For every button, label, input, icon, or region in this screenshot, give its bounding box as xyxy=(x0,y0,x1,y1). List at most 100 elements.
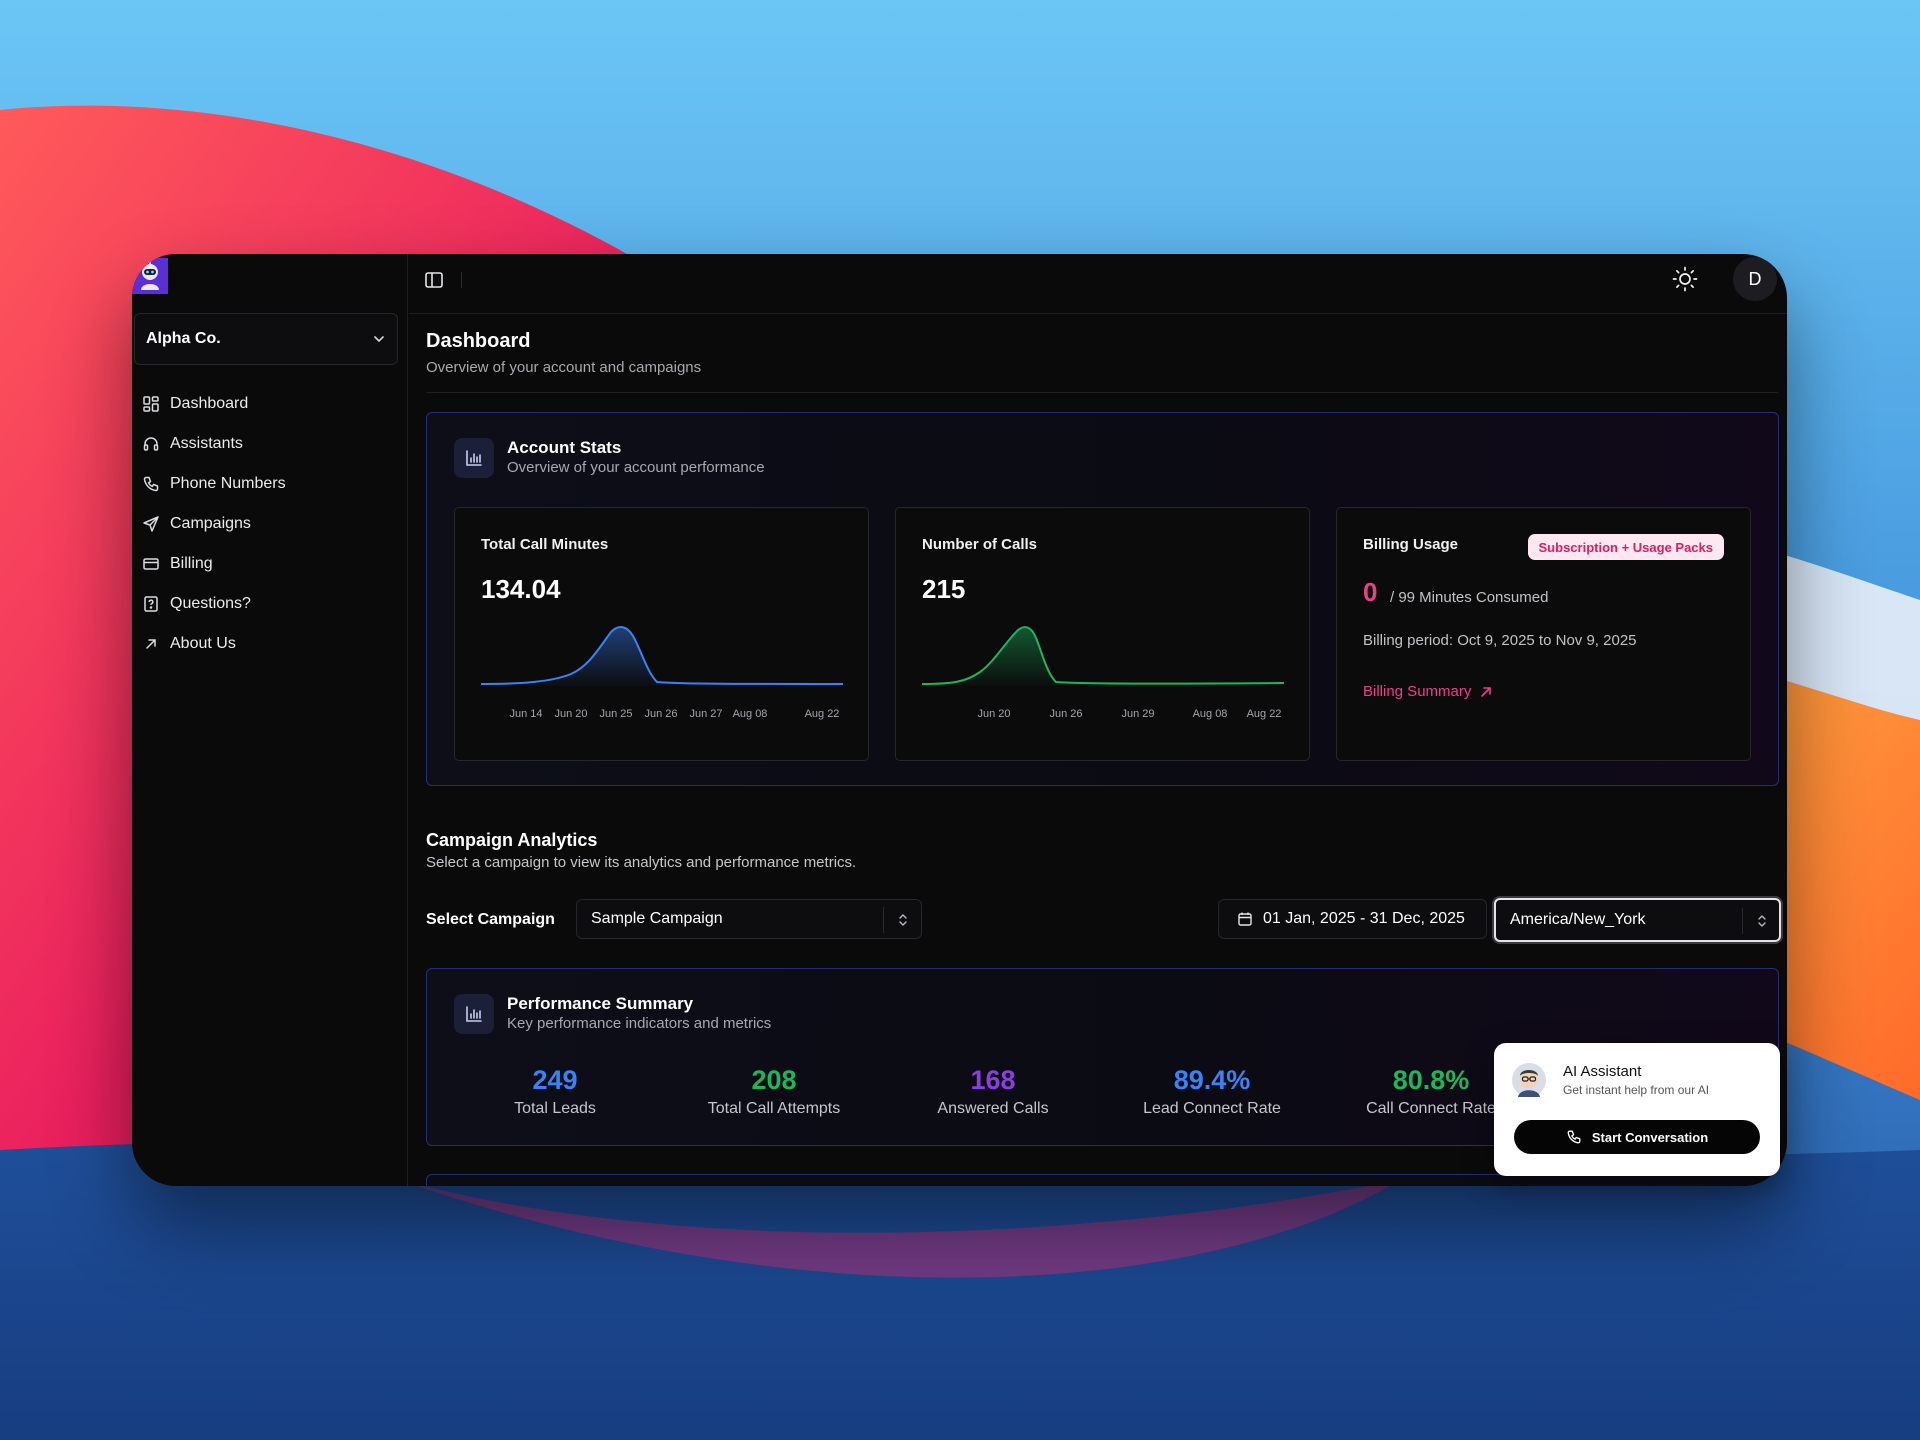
tick-label: Jun 26 xyxy=(644,708,678,720)
main-content: Dashboard Overview of your account and c… xyxy=(409,314,1787,1186)
timezone-value: America/New_York xyxy=(1510,911,1646,928)
bar-chart-icon xyxy=(454,438,494,478)
sidebar-item-label: Billing xyxy=(170,555,213,572)
top-bar: D xyxy=(409,254,1787,314)
minutes-total: / 99 Minutes Consumed xyxy=(1390,589,1549,606)
arrow-up-right-icon xyxy=(146,639,156,649)
sidebar-item-assistants[interactable]: Assistants xyxy=(140,424,400,464)
sidebar-item-dashboard[interactable]: Dashboard xyxy=(140,384,400,424)
select-divider xyxy=(883,907,884,933)
tick-label: Jun 26 xyxy=(1049,708,1083,720)
account-stats-title: Account Stats xyxy=(507,438,622,457)
sidebar-item-label: Questions? xyxy=(170,595,251,612)
tick-label: Jun 20 xyxy=(977,708,1011,720)
phone-icon xyxy=(143,476,159,492)
chevron-up-down-icon xyxy=(899,914,907,926)
credit-card-icon xyxy=(143,558,159,570)
calendar-icon xyxy=(1238,912,1252,926)
account-stats-subtitle: Overview of your account performance xyxy=(507,459,765,476)
tick-label: Jun 25 xyxy=(599,708,633,720)
sidebar-nav: Dashboard Assistants Phone Numbers Campa… xyxy=(140,384,400,664)
minutes-used: 0 xyxy=(1363,577,1378,607)
total-call-minutes-card: Total Call Minutes 134.04 Jun 14 Jun 20 xyxy=(454,507,869,761)
tick-label: Aug 08 xyxy=(1192,708,1228,720)
timezone-select[interactable]: America/New_York xyxy=(1494,898,1781,942)
sidebar-toggle-icon[interactable] xyxy=(422,268,446,292)
metric-value: 168 xyxy=(970,1065,1016,1095)
sidebar-item-label: About Us xyxy=(170,635,236,652)
card-value: 134.04 xyxy=(481,574,561,604)
chevron-up-down-icon xyxy=(1758,915,1766,927)
sidebar-item-label: Phone Numbers xyxy=(170,475,286,492)
metric-value: 80.8% xyxy=(1392,1065,1470,1095)
org-name: Alpha Co. xyxy=(146,330,221,347)
metric-label: Call Connect Rate xyxy=(1366,1100,1496,1117)
arrow-up-right-icon xyxy=(1481,686,1492,697)
metric-call-connect-rate: 80.8% Call Connect Rate xyxy=(1366,1065,1496,1118)
sidebar: Alpha Co. Dashboard Assistants Phone Num… xyxy=(132,254,408,1186)
chevron-down-icon xyxy=(374,336,384,342)
select-campaign-label: Select Campaign xyxy=(426,911,555,928)
metric-label: Lead Connect Rate xyxy=(1143,1100,1281,1117)
metric-label: Answered Calls xyxy=(937,1100,1049,1117)
sidebar-item-campaigns[interactable]: Campaigns xyxy=(140,504,400,544)
phone-icon xyxy=(1567,1130,1581,1144)
plan-badge: Subscription + Usage Packs xyxy=(1527,534,1724,560)
metric-label: Total Call Attempts xyxy=(707,1100,841,1117)
start-conversation-label: Start Conversation xyxy=(1591,1129,1709,1145)
metric-value: 89.4% xyxy=(1173,1065,1251,1095)
page-title: Dashboard xyxy=(426,330,531,352)
metric-total-leads: 249 Total Leads xyxy=(514,1065,596,1118)
tick-label: Jun 29 xyxy=(1121,708,1155,720)
assistant-avatar-icon xyxy=(1512,1063,1546,1097)
campaign-analytics-title: Campaign Analytics xyxy=(426,830,598,850)
number-of-calls-card: Number of Calls 215 Jun 20 Jun 26 J xyxy=(895,507,1310,761)
sidebar-item-questions[interactable]: Questions? xyxy=(140,584,400,624)
theme-toggle-sun-icon[interactable] xyxy=(1671,265,1699,293)
campaign-select-value: Sample Campaign xyxy=(591,910,723,927)
toolbar-divider xyxy=(461,272,462,288)
metric-answered-calls: 168 Answered Calls xyxy=(937,1065,1048,1118)
user-avatar[interactable]: D xyxy=(1733,257,1777,301)
metric-lead-connect-rate: 89.4% Lead Connect Rate xyxy=(1143,1065,1281,1118)
campaign-select[interactable]: Sample Campaign xyxy=(576,899,922,939)
sidebar-item-about-us[interactable]: About Us xyxy=(140,624,400,664)
x-axis-ticks: Jun 14 Jun 20 Jun 25 Jun 26 Jun 27 Aug 0… xyxy=(481,708,843,722)
sidebar-item-billing[interactable]: Billing xyxy=(140,544,400,584)
performance-summary-subtitle: Key performance indicators and metrics xyxy=(507,1015,772,1032)
tick-label: Jun 20 xyxy=(554,708,588,720)
billing-usage-card: Billing Usage Subscription + Usage Packs… xyxy=(1336,507,1751,761)
tick-label: Aug 22 xyxy=(1246,708,1282,720)
start-conversation-button[interactable]: Start Conversation xyxy=(1514,1120,1760,1154)
number-of-calls-sparkline xyxy=(922,626,1284,686)
card-label: Total Call Minutes xyxy=(481,536,609,553)
metric-label: Total Leads xyxy=(514,1100,596,1117)
date-range-picker[interactable]: 01 Jan, 2025 - 31 Dec, 2025 xyxy=(1218,899,1487,939)
account-stats-panel: Account Stats Overview of your account p… xyxy=(426,412,1779,786)
help-icon xyxy=(144,596,158,612)
date-range-value: 01 Jan, 2025 - 31 Dec, 2025 xyxy=(1263,910,1465,927)
select-divider xyxy=(1742,908,1743,934)
billing-summary-link[interactable]: Billing Summary xyxy=(1363,683,1493,700)
billing-period: Billing period: Oct 9, 2025 to Nov 9, 20… xyxy=(1363,632,1637,649)
call-minutes-sparkline xyxy=(481,626,843,686)
card-label: Billing Usage xyxy=(1363,536,1459,553)
page-subtitle: Overview of your account and campaigns xyxy=(426,359,702,376)
ai-assistant-widget: AI Assistant Get instant help from our A… xyxy=(1494,1043,1780,1176)
sidebar-item-phone-numbers[interactable]: Phone Numbers xyxy=(140,464,400,504)
card-label: Number of Calls xyxy=(922,536,1038,553)
billing-summary-label: Billing Summary xyxy=(1363,683,1472,700)
campaign-analytics-subtitle: Select a campaign to view its analytics … xyxy=(426,854,857,871)
next-section-panel xyxy=(426,1174,1779,1186)
tick-label: Aug 22 xyxy=(804,708,840,720)
send-icon xyxy=(143,516,159,532)
tick-label: Jun 27 xyxy=(689,708,723,720)
header-divider xyxy=(426,392,1778,393)
metric-total-call-attempts: 208 Total Call Attempts xyxy=(708,1065,841,1118)
sidebar-item-label: Assistants xyxy=(170,435,243,452)
headset-icon xyxy=(143,437,159,451)
bar-chart-icon xyxy=(454,994,494,1034)
org-select[interactable]: Alpha Co. xyxy=(134,313,398,365)
ai-assistant-title: AI Assistant xyxy=(1563,1063,1642,1080)
robot-logo-icon xyxy=(132,258,168,294)
